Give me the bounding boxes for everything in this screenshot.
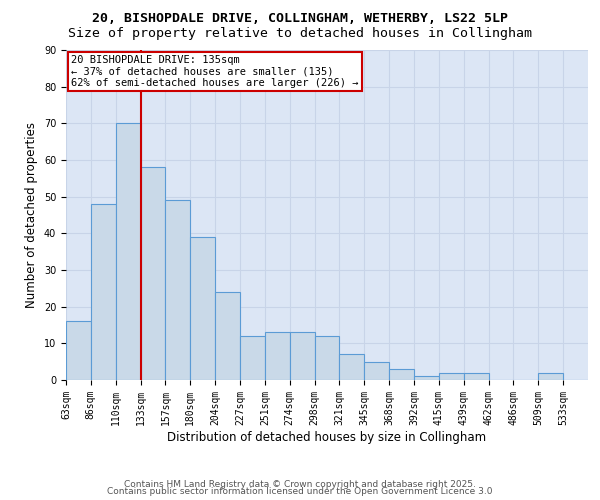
Bar (340, 354, 364, 380)
Bar (91, 204, 116, 380)
Bar (215, 292, 240, 380)
Text: Contains HM Land Registry data © Crown copyright and database right 2025.: Contains HM Land Registry data © Crown c… (124, 480, 476, 489)
Bar (414, 376, 439, 380)
Bar (240, 336, 265, 380)
Bar (265, 332, 290, 380)
X-axis label: Distribution of detached houses by size in Collingham: Distribution of detached houses by size … (167, 430, 487, 444)
Bar (166, 200, 190, 380)
Text: 20, BISHOPDALE DRIVE, COLLINGHAM, WETHERBY, LS22 5LP: 20, BISHOPDALE DRIVE, COLLINGHAM, WETHER… (92, 12, 508, 26)
Text: Size of property relative to detached houses in Collingham: Size of property relative to detached ho… (68, 28, 532, 40)
Text: Contains public sector information licensed under the Open Government Licence 3.: Contains public sector information licen… (107, 488, 493, 496)
Bar (364, 362, 389, 380)
Bar (464, 372, 488, 380)
Bar (314, 336, 340, 380)
Bar (190, 237, 215, 380)
Text: 20 BISHOPDALE DRIVE: 135sqm
← 37% of detached houses are smaller (135)
62% of se: 20 BISHOPDALE DRIVE: 135sqm ← 37% of det… (71, 55, 359, 88)
Bar (389, 369, 414, 380)
Bar (66, 322, 91, 380)
Bar (140, 168, 166, 380)
Bar (439, 372, 464, 380)
Bar (290, 332, 314, 380)
Bar (538, 372, 563, 380)
Bar (116, 124, 140, 380)
Y-axis label: Number of detached properties: Number of detached properties (25, 122, 38, 308)
